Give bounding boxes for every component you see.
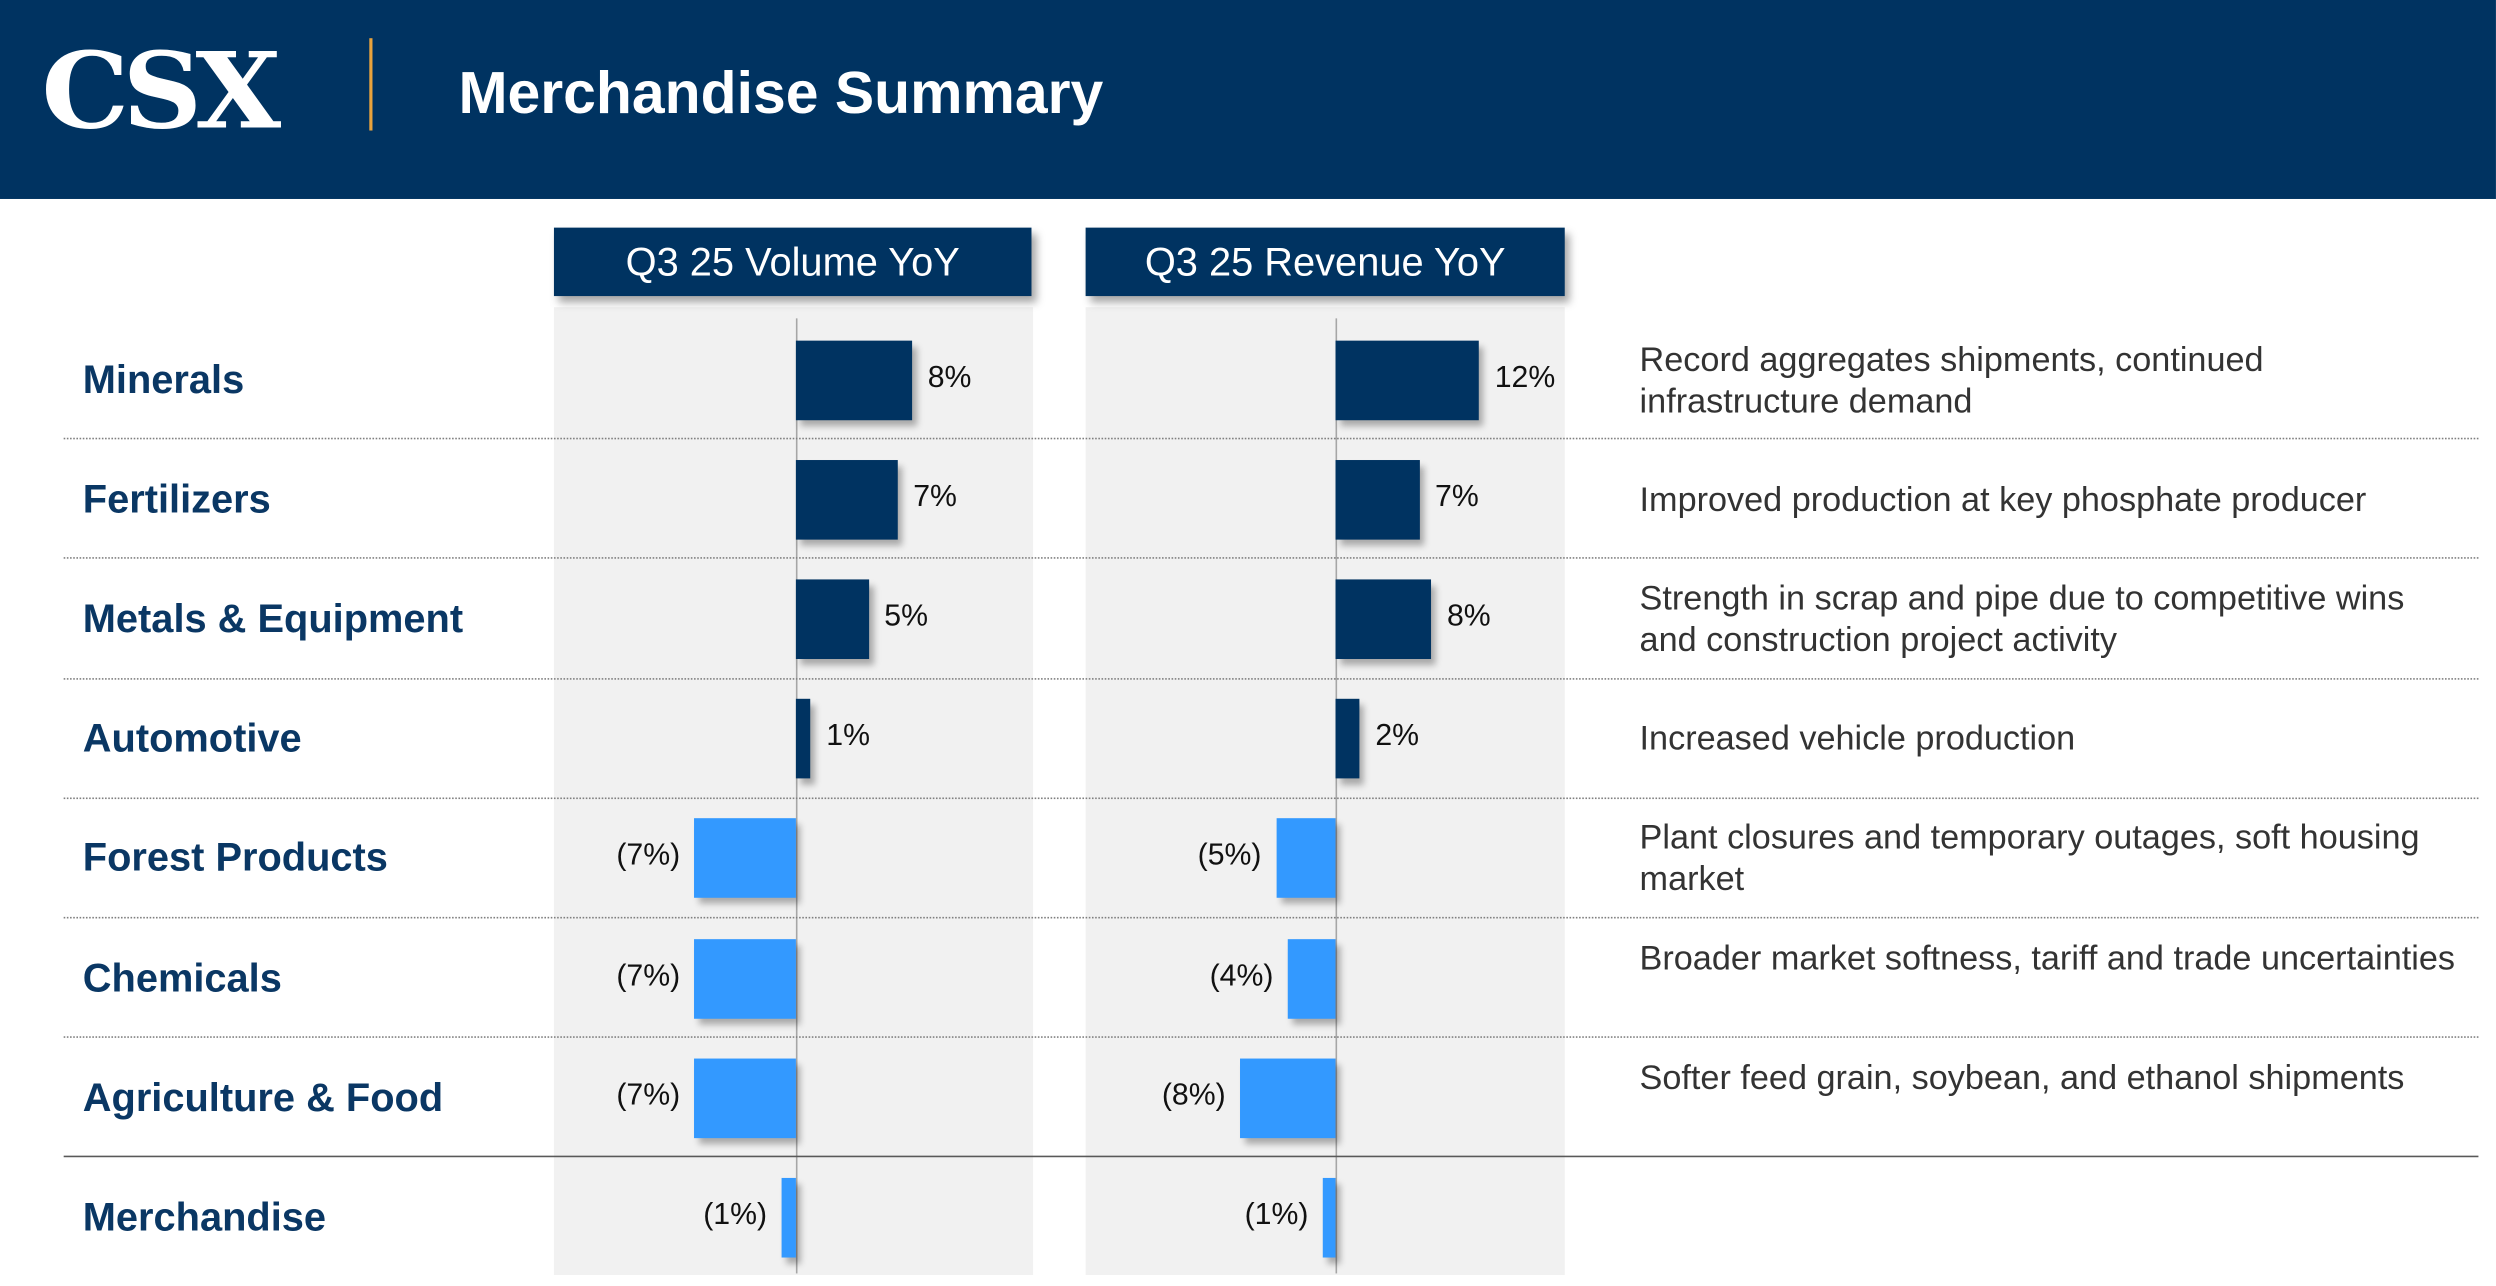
revenue-bar <box>1335 579 1432 660</box>
volume-value-label: (7%) <box>616 1078 681 1113</box>
revenue-bar <box>1287 938 1336 1019</box>
row-commentary: Broader market softness, tariff and trad… <box>1639 938 2456 977</box>
row-separator <box>63 677 2479 680</box>
volume-bar <box>694 818 796 899</box>
volume-bar <box>694 1058 796 1138</box>
row-commentary: Strength in scrap and pipe due to compet… <box>1639 579 2405 660</box>
volume-zero-axis <box>795 318 798 1274</box>
row-label: Minerals <box>82 357 245 403</box>
revenue-value-label: (5%) <box>1197 839 1262 873</box>
revenue-value-label: (8%) <box>1161 1078 1226 1113</box>
volume-value-label: (7%) <box>616 839 681 873</box>
revenue-bar <box>1275 818 1336 899</box>
header-divider <box>369 38 373 131</box>
volume-bar <box>795 339 912 420</box>
revenue-zero-axis <box>1335 318 1338 1274</box>
volume-column-header: Q3 25 Volume YoY <box>553 227 1032 297</box>
revenue-bar <box>1335 459 1420 540</box>
row-commentary: Softer feed grain, soybean, and ethanol … <box>1639 1058 2405 1097</box>
volume-value-label: (7%) <box>616 959 681 993</box>
volume-bar <box>781 1177 796 1258</box>
volume-value-label: (1%) <box>703 1198 768 1233</box>
revenue-column-header: Q3 25 Revenue YoY <box>1085 227 1565 297</box>
volume-bar <box>795 459 898 540</box>
row-commentary: Increased vehicle production <box>1639 719 2076 758</box>
row-label: Forest Products <box>82 836 388 881</box>
row-separator <box>63 1036 2479 1039</box>
header-bar: CSX Merchandise Summary <box>0 0 2496 199</box>
row-commentary: Record aggregates shipments, continued i… <box>1639 339 2264 420</box>
row-separator <box>63 797 2479 799</box>
revenue-value-label: 8% <box>1446 600 1491 634</box>
revenue-bar <box>1240 1058 1336 1138</box>
volume-value-label: 8% <box>927 360 972 395</box>
volume-bar <box>694 938 796 1019</box>
revenue-value-label: (4%) <box>1209 959 1274 993</box>
csx-logo: CSX <box>41 28 281 153</box>
revenue-bar <box>1322 1177 1336 1258</box>
revenue-value-label: 7% <box>1435 480 1479 514</box>
volume-value-label: 7% <box>913 480 957 514</box>
volume-value-label: 5% <box>884 600 928 634</box>
volume-value-label: 1% <box>826 719 871 754</box>
row-commentary: Improved production at key phosphate pro… <box>1639 480 2367 519</box>
page-title: Merchandise Summary <box>458 60 1104 126</box>
row-label: Fertilizers <box>82 477 271 522</box>
revenue-value-label: 12% <box>1494 360 1556 395</box>
revenue-bar <box>1335 699 1360 779</box>
volume-bar <box>795 579 869 660</box>
revenue-bar <box>1335 339 1479 420</box>
row-separator <box>63 1156 2479 1158</box>
revenue-value-label: 2% <box>1375 719 1420 754</box>
row-separator <box>63 557 2479 560</box>
row-label: Metals & Equipment <box>82 596 464 642</box>
row-label: Automotive <box>82 716 302 762</box>
revenue-value-label: (1%) <box>1244 1198 1309 1233</box>
row-label: Chemicals <box>82 956 282 1001</box>
row-commentary: Plant closures and temporary outages, so… <box>1639 818 2420 899</box>
volume-bar <box>795 699 811 779</box>
row-label: Agriculture & Food <box>82 1075 444 1121</box>
row-separator <box>63 916 2479 919</box>
row-label: Merchandise <box>82 1195 327 1241</box>
row-separator <box>63 438 2479 440</box>
